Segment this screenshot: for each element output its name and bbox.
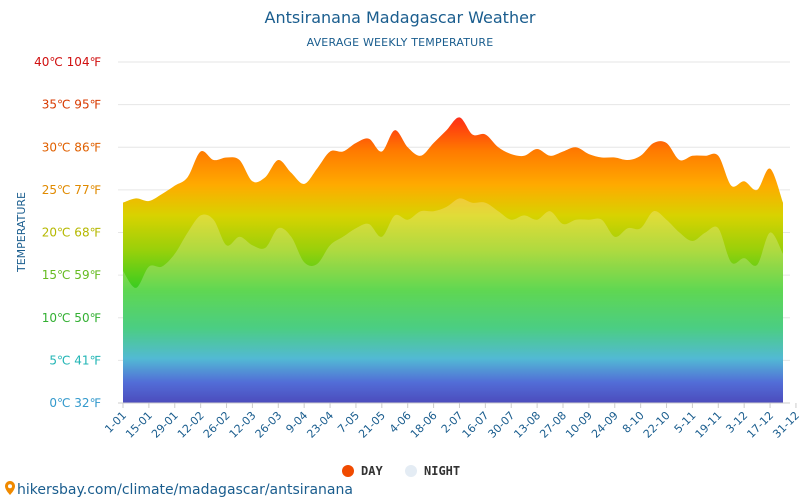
x-tick-label: 27-08	[537, 409, 569, 441]
y-tick-label: 5℃ 41℉	[49, 353, 101, 367]
legend-day-marker	[342, 465, 354, 477]
legend-item-day[interactable]: DAY	[342, 464, 383, 478]
x-tick-label: 19-11	[693, 409, 725, 441]
y-axis-label: TEMPERATURE	[15, 192, 28, 273]
x-tick-label: 26-03	[253, 409, 285, 441]
x-tick-label: 31-12	[770, 409, 800, 441]
y-tick-label: 15℃ 59℉	[42, 268, 101, 282]
y-tick-label: 10℃ 50℉	[42, 311, 101, 325]
legend-item-night[interactable]: NIGHT	[405, 464, 460, 478]
x-tick-label: 29-01	[149, 409, 181, 441]
x-tick-label: 12-02	[175, 409, 207, 441]
legend: DAY NIGHT	[342, 464, 460, 478]
footer-link[interactable]: hikersbay.com/climate/madagascar/antsira…	[5, 481, 353, 498]
chart-title: Antsiranana Madagascar Weather	[265, 8, 536, 27]
day-temperature-area	[123, 117, 783, 404]
x-tick-label: 30-07	[486, 409, 518, 441]
x-tick-label: 17-12	[744, 409, 776, 441]
y-axis-ticks: 0℃ 32℉ 5℃ 41℉ 10℃ 50℉ 15℃ 59℉ 20℃ 68℉ 25℃ 77℉…	[34, 55, 101, 410]
legend-night-label: NIGHT	[424, 464, 460, 478]
x-tick-label: 24-09	[589, 409, 621, 441]
x-tick-label: 12-03	[227, 409, 259, 441]
x-tick-label: 21-05	[356, 409, 388, 441]
y-tick-label: 35℃ 95℉	[42, 98, 101, 112]
x-tick-label: 15-01	[123, 409, 155, 441]
x-tick-label: 16-07	[460, 409, 492, 441]
y-tick-label: 40℃ 104℉	[34, 55, 101, 69]
location-pin-icon	[5, 481, 15, 495]
x-tick-label: 26-02	[201, 409, 233, 441]
y-tick-label: 20℃ 68℉	[42, 226, 101, 240]
y-tick-label: 25℃ 77℉	[42, 183, 101, 197]
x-tick-label: 13-08	[511, 409, 543, 441]
legend-night-marker	[405, 465, 417, 477]
x-tick-label: 23-04	[304, 409, 336, 441]
x-tick-label: 22-10	[641, 409, 673, 441]
x-tick-label: 18-06	[408, 409, 440, 441]
y-tick-label: 30℃ 86℉	[42, 140, 101, 154]
x-tick-label: 10-09	[563, 409, 595, 441]
legend-day-label: DAY	[361, 464, 383, 478]
footer-url: hikersbay.com/climate/madagascar/antsira…	[17, 482, 353, 498]
y-tick-label: 0℃ 32℉	[49, 396, 101, 410]
chart-subtitle: AVERAGE WEEKLY TEMPERATURE	[307, 36, 494, 49]
night-temperature-area	[123, 198, 783, 403]
